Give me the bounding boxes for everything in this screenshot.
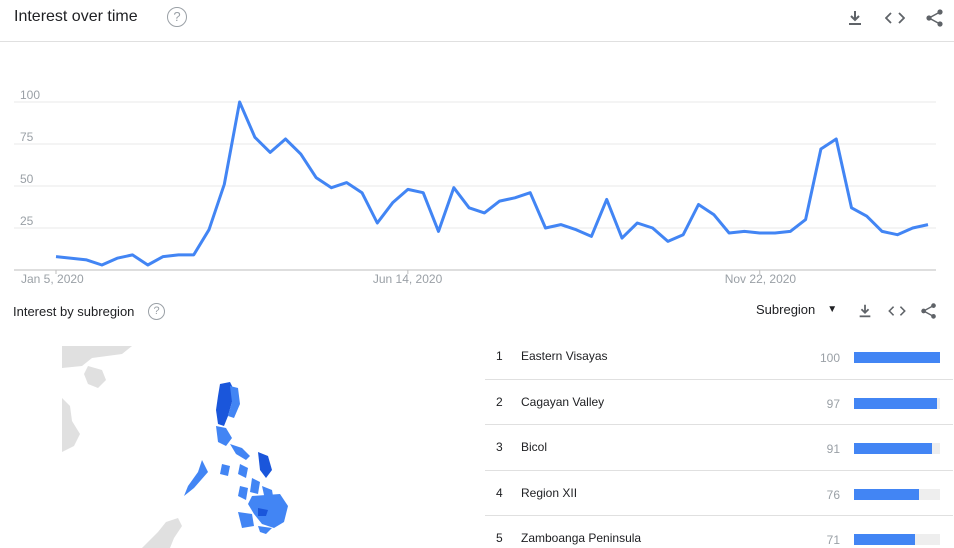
- chevron-down-icon: ▼: [827, 304, 837, 315]
- subregion-map[interactable]: [62, 346, 312, 548]
- dropdown-label: Subregion: [756, 302, 815, 317]
- rank-number: 1: [496, 349, 503, 363]
- subregion-name: Zamboanga Peninsula: [521, 531, 641, 545]
- share-icon[interactable]: [922, 6, 948, 30]
- subregion-name: Bicol: [521, 440, 547, 454]
- help-icon[interactable]: ?: [167, 7, 187, 27]
- interest-over-time-chart: 25 50 75 100 Jan 5, 2020 Jun 14, 2020 Nov 22, …: [0, 42, 954, 292]
- help-icon[interactable]: ?: [148, 303, 165, 320]
- y-tick-label: 25: [20, 214, 34, 228]
- interest-over-time-header: Interest over time ?: [0, 0, 954, 42]
- subregion-list: 1 Eastern Visayas 100 2 Cagayan Valley 97 3 Bic…: [485, 334, 953, 548]
- section-title: Interest by subregion: [13, 304, 134, 319]
- interest-bar-fill: [854, 534, 915, 545]
- list-item[interactable]: 2 Cagayan Valley 97: [485, 380, 953, 426]
- interest-bar: [854, 443, 940, 454]
- rank-number: 4: [496, 486, 503, 500]
- x-tick-label: Jan 5, 2020: [21, 272, 84, 286]
- y-tick-label: 100: [20, 88, 40, 102]
- list-item[interactable]: 5 Zamboanga Peninsula 71: [485, 516, 953, 548]
- map-land: [62, 346, 182, 548]
- interest-value: 76: [827, 488, 840, 502]
- list-item[interactable]: 3 Bicol 91: [485, 425, 953, 471]
- interest-bar: [854, 534, 940, 545]
- share-icon[interactable]: [916, 299, 942, 323]
- interest-value: 71: [827, 533, 840, 547]
- subregion-name: Eastern Visayas: [521, 349, 608, 363]
- map-regions: [184, 382, 288, 534]
- rank-number: 3: [496, 440, 503, 454]
- download-icon[interactable]: [842, 6, 868, 30]
- page-title: Interest over time: [14, 8, 138, 26]
- subregion-name: Cagayan Valley: [521, 395, 604, 409]
- interest-bar-fill: [854, 489, 919, 500]
- subregion-toolbar: [846, 299, 942, 323]
- y-tick-label: 75: [20, 130, 34, 144]
- interest-bar: [854, 489, 940, 500]
- interest-value: 97: [827, 397, 840, 411]
- rank-number: 2: [496, 395, 503, 409]
- interest-bar-fill: [854, 443, 932, 454]
- x-tick-label: Nov 22, 2020: [725, 272, 797, 286]
- rank-number: 5: [496, 531, 503, 545]
- download-icon[interactable]: [852, 299, 878, 323]
- interest-by-subregion-header: Interest by subregion ? Subregion ▼: [0, 296, 954, 334]
- interest-value: 100: [820, 351, 840, 365]
- chart-toolbar: [828, 6, 948, 30]
- embed-code-icon[interactable]: [882, 6, 908, 30]
- interest-bar: [854, 352, 940, 363]
- subregion-name: Region XII: [521, 486, 577, 500]
- x-tick-label: Jun 14, 2020: [373, 272, 443, 286]
- interest-bar-fill: [854, 398, 937, 409]
- interest-bar-fill: [854, 352, 940, 363]
- interest-value: 91: [827, 442, 840, 456]
- list-item[interactable]: 4 Region XII 76: [485, 471, 953, 517]
- interest-bar: [854, 398, 940, 409]
- list-item[interactable]: 1 Eastern Visayas 100: [485, 334, 953, 380]
- y-tick-label: 50: [20, 172, 34, 186]
- series-line[interactable]: [56, 102, 928, 265]
- subregion-dropdown[interactable]: Subregion ▼: [756, 302, 837, 317]
- embed-code-icon[interactable]: [884, 299, 910, 323]
